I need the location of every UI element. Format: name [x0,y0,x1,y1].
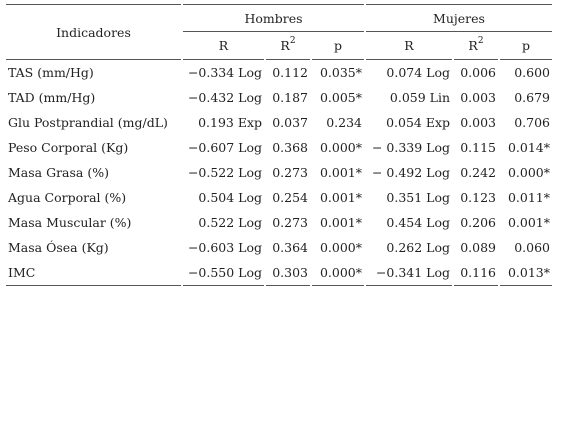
men-r2-value: 0.273 [272,215,308,230]
indicator-name: Masa Muscular (%) [8,215,132,230]
women-r2-value: 0.003 [460,90,496,105]
men-r2-value: 0.273 [272,165,308,180]
women-r2-value: 0.206 [460,215,496,230]
men-p-value: 0.000* [319,240,362,255]
women-r2-value: 0.115 [460,140,496,155]
indicator-name: Peso Corporal (Kg) [8,140,129,155]
men-group-header: Hombres [183,4,364,32]
indicator-name: TAD (mm/Hg) [8,90,96,105]
women-p-value: 0.706 [514,115,550,130]
women-r2-value: 0.242 [460,165,496,180]
men-p-value: 0.005* [319,90,362,105]
women-p-value: 0.013* [500,260,552,286]
indicators-header: Indicadores [6,4,181,60]
men-r-value: 0.193 Exp [198,115,262,130]
men-r2-value: 0.364 [272,240,308,255]
men-r-value: 0.504 Log [198,190,262,205]
women-p-value: 0.011* [507,190,550,205]
women-r-value: 0.074 Log [386,65,450,80]
indicator-name: Masa Grasa (%) [8,165,109,180]
women-r2-value: 0.123 [460,190,496,205]
indicator-name: Agua Corporal (%) [8,190,127,205]
men-r-header: R [183,32,264,60]
women-r2-value: 0.003 [460,115,496,130]
men-p-value: 0.234 [326,115,362,130]
indicator-name: Masa Ósea (Kg) [8,240,109,255]
women-r-header: R [366,32,452,60]
men-r2-value: 0.254 [272,190,308,205]
men-r-value: −0.334 Log [187,65,262,80]
women-r-value: 0.262 Log [386,240,450,255]
table-row: TAS (mm/Hg) −0.334 Log 0.112 0.035* 0.07… [6,60,552,85]
men-r-value: −0.603 Log [187,240,262,255]
men-r2-exp: 2 [289,35,296,46]
men-r-value: −0.607 Log [187,140,262,155]
women-p-value: 0.600 [514,65,550,80]
men-p-value: 0.000* [312,260,364,286]
women-r2-header: R2 [454,32,498,60]
men-r2-value: 0.303 [266,260,310,286]
men-r-value: −0.522 Log [187,165,262,180]
table-row: Masa Ósea (Kg) −0.603 Log 0.364 0.000* 0… [6,235,552,260]
men-r2-value: 0.368 [272,140,308,155]
women-r-value: 0.059 Lin [389,90,450,105]
men-r-value: −0.550 Log [183,260,264,286]
women-r2-value: 0.116 [454,260,498,286]
men-p-value: 0.035* [319,65,362,80]
table-row: Glu Postprandial (mg/dL) 0.193 Exp 0.037… [6,110,552,135]
table-row: IMC −0.550 Log 0.303 0.000* −0.341 Log 0… [6,260,552,286]
table-row: Masa Muscular (%) 0.522 Log 0.273 0.001*… [6,210,552,235]
women-p-value: 0.679 [514,90,550,105]
men-r-value: −0.432 Log [187,90,262,105]
table-row: Agua Corporal (%) 0.504 Log 0.254 0.001*… [6,185,552,210]
women-r-value: − 0.492 Log [371,165,450,180]
women-p-value: 0.000* [507,165,550,180]
indicator-name: TAS (mm/Hg) [8,65,94,80]
women-p-value: 0.001* [507,215,550,230]
men-r-value: 0.522 Log [198,215,262,230]
women-r2-value: 0.089 [460,240,496,255]
men-r2-base: R [280,38,290,54]
men-p-header: p [312,32,364,60]
women-p-header: p [500,32,552,60]
women-r2-value: 0.006 [460,65,496,80]
table-row: TAD (mm/Hg) −0.432 Log 0.187 0.005* 0.05… [6,85,552,110]
indicator-name: Glu Postprandial (mg/dL) [8,115,168,130]
indicator-name: IMC [6,260,181,286]
men-r2-value: 0.112 [272,65,308,80]
women-p-value: 0.060 [514,240,550,255]
men-p-value: 0.001* [319,215,362,230]
men-r2-header: R2 [266,32,310,60]
men-r2-value: 0.187 [272,90,308,105]
women-group-header: Mujeres [366,4,552,32]
women-r-value: 0.454 Log [386,215,450,230]
women-r2-base: R [468,38,478,54]
men-p-value: 0.000* [319,140,362,155]
women-p-value: 0.014* [507,140,550,155]
women-r-value: − 0.339 Log [371,140,450,155]
men-r2-value: 0.037 [272,115,308,130]
table-row: Masa Grasa (%) −0.522 Log 0.273 0.001* −… [6,160,552,185]
women-r2-exp: 2 [477,35,484,46]
results-table: Indicadores Hombres Mujeres R R2 p R R2 … [4,4,554,286]
women-r-value: −0.341 Log [366,260,452,286]
women-r-value: 0.351 Log [386,190,450,205]
men-p-value: 0.001* [319,190,362,205]
men-p-value: 0.001* [319,165,362,180]
women-r-value: 0.054 Exp [386,115,450,130]
table-row: Peso Corporal (Kg) −0.607 Log 0.368 0.00… [6,135,552,160]
header-row-groups: Indicadores Hombres Mujeres [6,4,552,60]
header-row-columns: R R2 p R R2 p [6,32,552,60]
